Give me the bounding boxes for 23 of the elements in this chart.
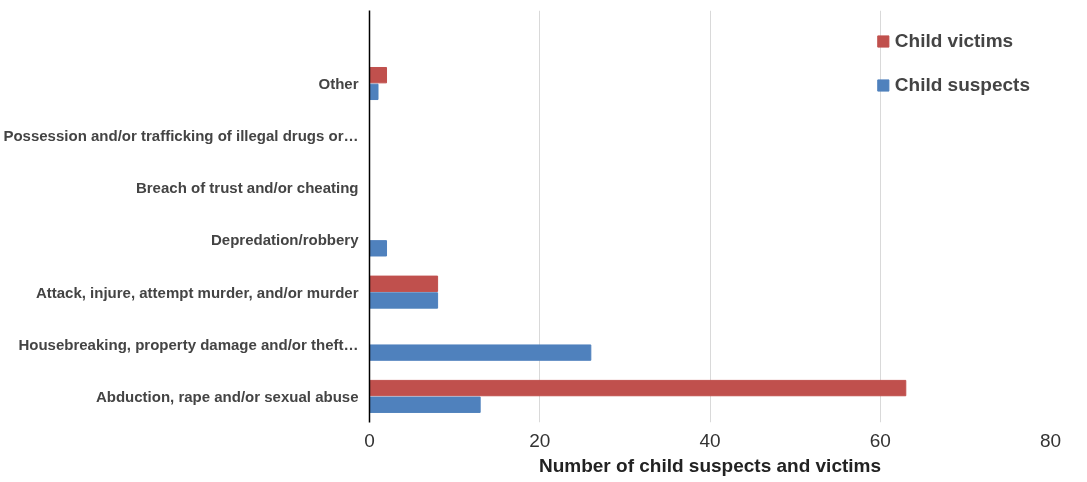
y-tick-label: Other xyxy=(318,75,359,93)
y-tick-label: Housebreaking, property damage and/or theft… xyxy=(18,335,359,353)
x-tick-label: 40 xyxy=(699,429,721,451)
x-tick-label: 60 xyxy=(869,429,891,451)
x-tick-label: 20 xyxy=(529,429,551,451)
bar xyxy=(369,83,379,101)
y-tick-label: Attack, injure, attempt murder, and/or murder xyxy=(35,283,359,301)
legend-label: Child suspects xyxy=(894,74,1030,96)
x-tick-label: 80 xyxy=(1039,429,1062,451)
bar xyxy=(369,396,481,413)
y-tick-label: Breach of trust and/or cheating xyxy=(135,179,359,197)
bar xyxy=(369,292,439,309)
x-tick-label: 0 xyxy=(364,429,375,451)
y-tick-label: Depredation/robbery xyxy=(210,231,360,249)
bar xyxy=(369,344,592,361)
bar xyxy=(369,66,388,84)
legend-label: Child victims xyxy=(894,30,1014,52)
bar xyxy=(369,275,439,292)
x-axis-title: Number of child suspects and victims xyxy=(538,454,882,476)
bar xyxy=(369,379,907,397)
bar xyxy=(369,240,388,257)
y-tick-label: Possession and/or trafficking of illegal drugs or… xyxy=(3,127,359,145)
y-tick-label: Abduction, rape and/or sexual abuse xyxy=(95,387,359,405)
